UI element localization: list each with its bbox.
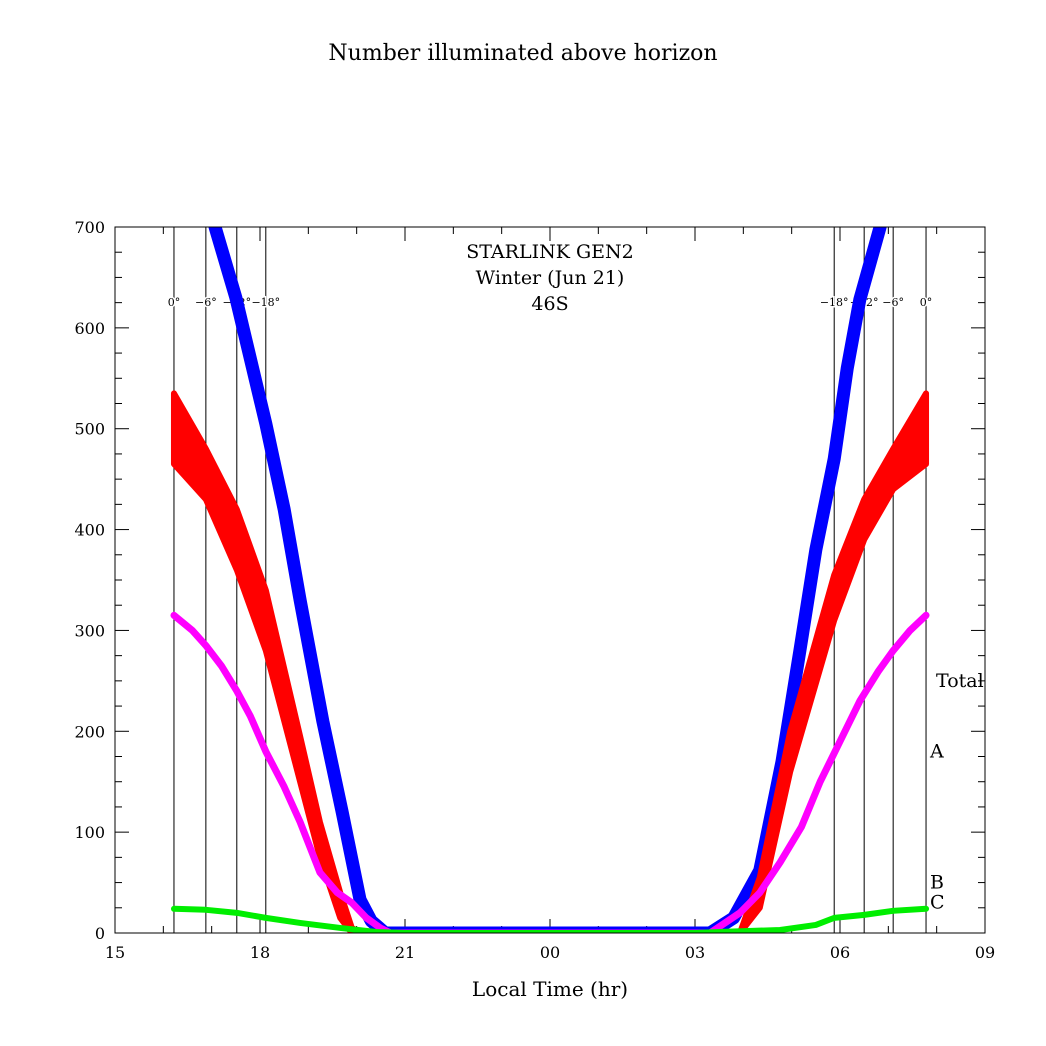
y-tick-label: 200	[74, 722, 105, 741]
twilight-label: −18°	[820, 296, 849, 309]
x-tick-label: 21	[395, 943, 415, 962]
twilight-label: −6°	[195, 296, 217, 309]
x-tick-label: 09	[975, 943, 995, 962]
x-tick-label: 00	[540, 943, 560, 962]
y-tick-label: 0	[95, 924, 105, 943]
annotation-line-1: STARLINK GEN2	[466, 241, 633, 263]
y-tick-label: 100	[74, 823, 105, 842]
y-tick-label: 500	[74, 420, 105, 439]
twilight-label: 0°	[920, 296, 933, 309]
series-total-line	[208, 227, 887, 933]
legend-label-c: C	[930, 892, 945, 914]
series-b-line	[170, 611, 930, 933]
twilight-label: −18°	[251, 296, 280, 309]
y-tick-label: 400	[74, 521, 105, 540]
plot-frame	[114, 226, 986, 934]
x-tick-label: 15	[105, 943, 125, 962]
series-c-line	[170, 905, 930, 933]
legend-label-total: Total	[936, 670, 984, 692]
x-tick-label: 06	[830, 943, 850, 962]
twilight-label: 0°	[168, 296, 181, 309]
legend-label-b: B	[930, 872, 944, 894]
y-tick-label: 700	[74, 218, 105, 237]
annotation-line-2: Winter (Jun 21)	[476, 267, 625, 289]
x-tick-label: 03	[685, 943, 705, 962]
legend-label-a: A	[929, 740, 944, 762]
chart-title: Number illuminated above horizon	[328, 41, 717, 66]
x-axis-label: Local Time (hr)	[472, 977, 628, 1001]
series-a-band	[170, 390, 930, 933]
y-tick-label: 600	[74, 319, 105, 338]
y-tick-label: 300	[74, 621, 105, 640]
annotation-line-3: 46S	[531, 293, 568, 315]
x-tick-label: 18	[250, 943, 270, 962]
twilight-label: −6°	[882, 296, 904, 309]
